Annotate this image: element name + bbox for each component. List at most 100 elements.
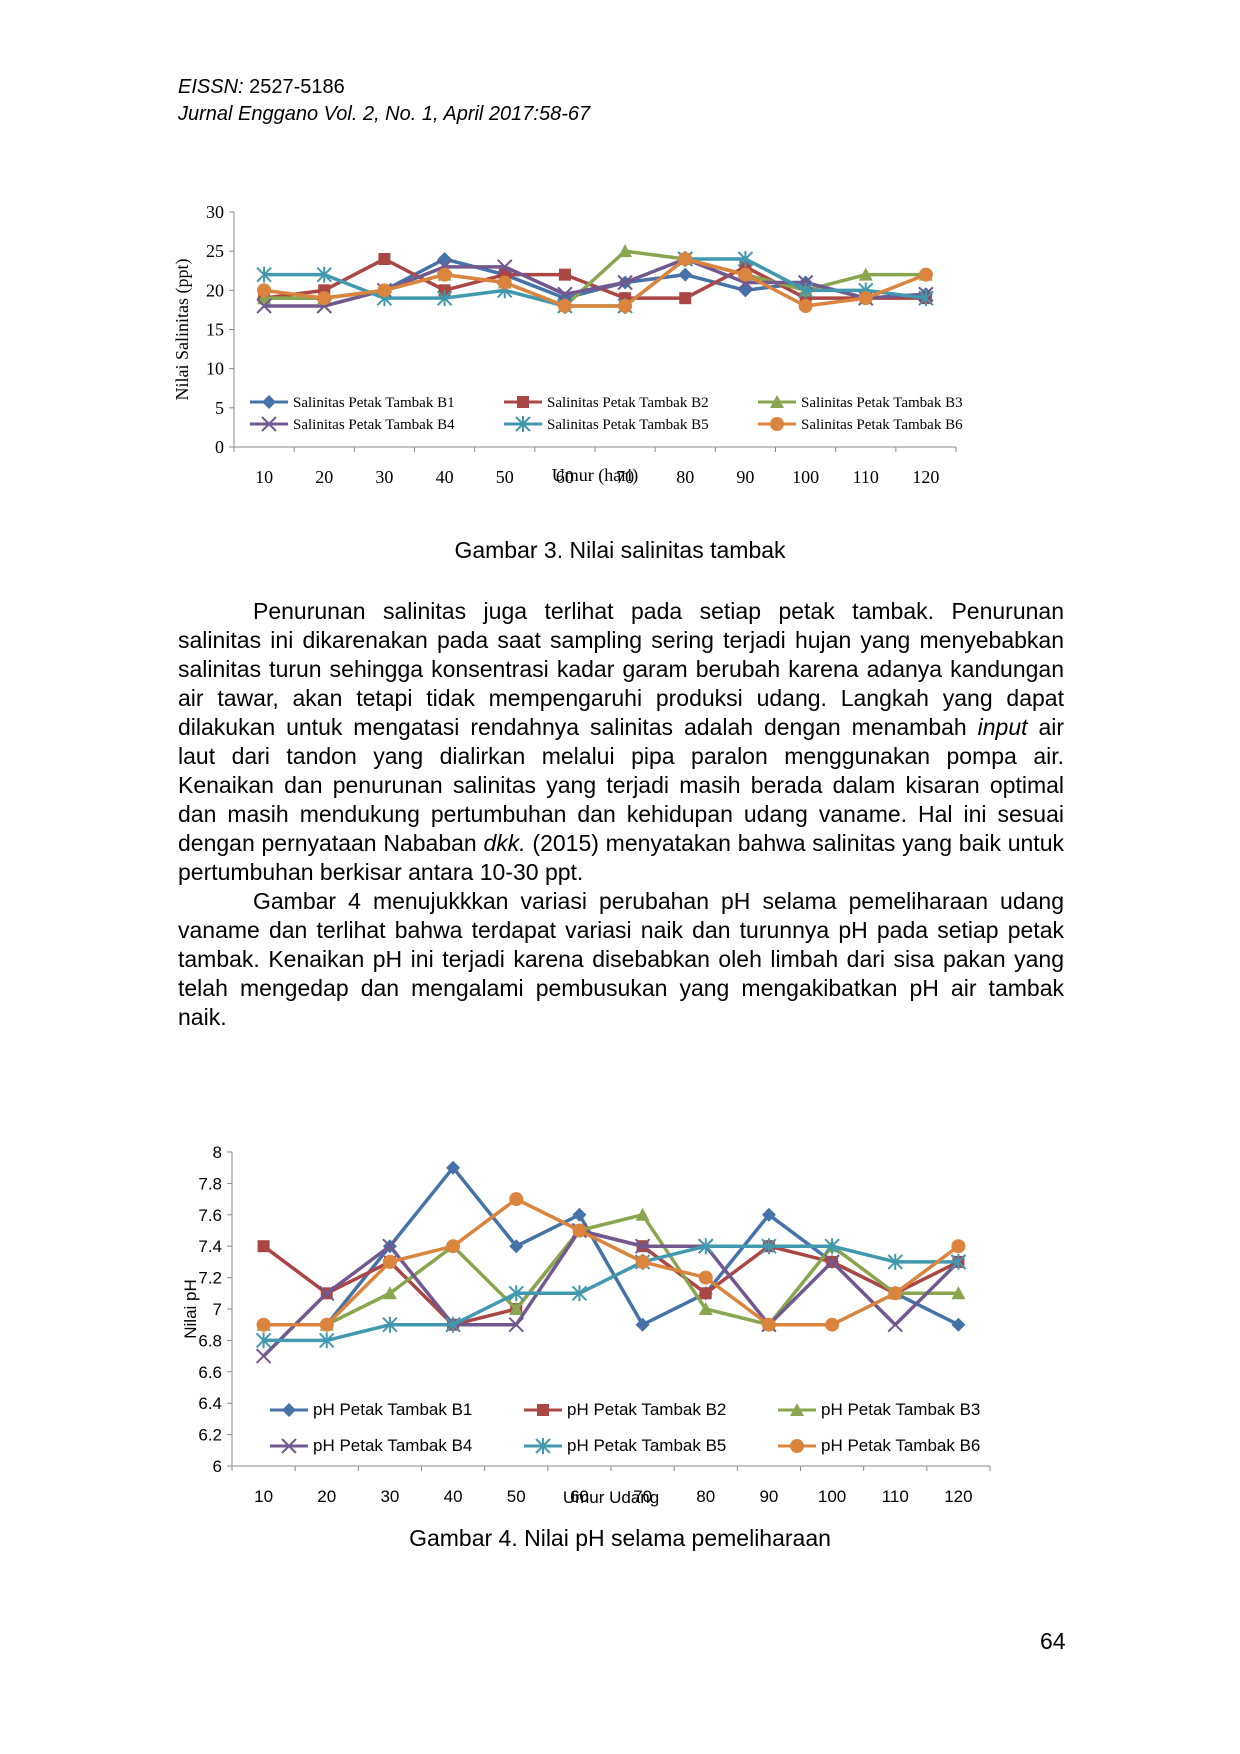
eissn-value: 2527-5186 bbox=[249, 76, 345, 98]
journal-header: EISSN: 2527-5186 Jurnal Enggano Vol. 2, … bbox=[178, 74, 590, 128]
x-tick-label: 70 bbox=[616, 467, 634, 487]
data-point bbox=[678, 252, 693, 266]
data-point bbox=[255, 1348, 272, 1364]
x-tick-label: 80 bbox=[676, 467, 694, 487]
legend-label: pH Petak Tambak B5 bbox=[567, 1436, 726, 1455]
y-axis-title: Nilai pH bbox=[181, 1279, 200, 1339]
p1-text-c: (2015) menyatakan bahwa salinitas yang b… bbox=[178, 830, 1064, 885]
data-point bbox=[699, 1287, 712, 1300]
series-line bbox=[263, 1197, 960, 1327]
legend-swatch-marker bbox=[261, 416, 277, 432]
legend-swatch-marker bbox=[517, 396, 529, 408]
data-point bbox=[634, 1238, 651, 1254]
data-point bbox=[888, 1286, 903, 1301]
data-point bbox=[382, 1286, 397, 1300]
x-tick-label: 100 bbox=[792, 467, 819, 487]
data-point bbox=[436, 290, 453, 307]
data-point bbox=[617, 274, 633, 291]
legend-label: Salinitas Petak Tambak B6 bbox=[801, 417, 963, 433]
y-tick-label: 30 bbox=[206, 202, 224, 222]
series-line bbox=[263, 1244, 959, 1343]
data-point bbox=[256, 1317, 271, 1332]
data-point bbox=[761, 1238, 777, 1255]
data-point bbox=[761, 1207, 776, 1222]
body-text: Penurunan salinitas juga terlihat pada s… bbox=[178, 597, 1064, 1032]
y-tick-label: 6.2 bbox=[198, 1426, 222, 1445]
legend-label: pH Petak Tambak B4 bbox=[313, 1436, 472, 1455]
x-tick-label: 40 bbox=[444, 1487, 463, 1506]
data-point bbox=[508, 1285, 524, 1302]
p1-text-a: Penurunan salinitas juga terlihat pada s… bbox=[178, 598, 1064, 740]
paragraph-1: Penurunan salinitas juga terlihat pada s… bbox=[178, 597, 1064, 887]
x-tick-label: 100 bbox=[818, 1487, 846, 1506]
x-tick-label: 70 bbox=[633, 1487, 652, 1506]
y-tick-label: 25 bbox=[206, 241, 224, 261]
x-tick-label: 90 bbox=[759, 1487, 778, 1506]
data-point bbox=[445, 1316, 461, 1333]
p2-text: Gambar 4 menujukkkan variasi perubahan p… bbox=[178, 888, 1064, 1030]
data-point bbox=[887, 1316, 903, 1333]
data-point bbox=[257, 1240, 270, 1253]
data-point bbox=[698, 1238, 714, 1255]
series-line bbox=[263, 257, 927, 308]
ph-chart: 6 6.2 6.4 6.6 6.8 7 7.2 7.4 7.6 7.8 8 10 20 30 40 50 60 7… bbox=[181, 1143, 991, 1507]
x-tick-label: 10 bbox=[255, 467, 273, 487]
y-tick-label: 20 bbox=[206, 280, 224, 300]
series-line bbox=[263, 257, 926, 300]
data-point bbox=[678, 267, 693, 282]
legend-swatch-marker bbox=[515, 416, 531, 432]
data-point bbox=[737, 251, 754, 267]
journal-citation: Jurnal Enggano Vol. 2, No. 1, April 2017… bbox=[178, 103, 591, 125]
legend-swatch-marker bbox=[790, 1439, 804, 1453]
p1-italic-input: input bbox=[977, 714, 1028, 740]
data-point bbox=[618, 299, 633, 313]
data-point bbox=[257, 291, 272, 305]
data-point bbox=[951, 1286, 966, 1300]
data-point bbox=[738, 267, 753, 282]
legend-label: pH Petak Tambak B1 bbox=[313, 1400, 472, 1419]
data-point bbox=[761, 1317, 776, 1332]
y-tick-label: 6 bbox=[213, 1457, 222, 1476]
y-tick-label: 7.6 bbox=[198, 1206, 222, 1225]
paragraph-2: Gambar 4 menujukkkan variasi perubahan p… bbox=[178, 887, 1064, 1032]
data-point bbox=[509, 1239, 524, 1254]
x-axis-title: Umur (hari) bbox=[552, 465, 638, 486]
data-point bbox=[824, 1238, 840, 1255]
x-tick-label: 10 bbox=[254, 1487, 273, 1506]
y-tick-label: 7.4 bbox=[198, 1237, 222, 1256]
x-tick-label: 30 bbox=[375, 467, 393, 487]
legend-label: pH Petak Tambak B3 bbox=[821, 1400, 980, 1419]
data-point bbox=[446, 1160, 461, 1175]
data-point bbox=[635, 1254, 650, 1269]
data-point bbox=[509, 1302, 524, 1315]
data-point bbox=[918, 267, 933, 282]
y-tick-label: 7.2 bbox=[198, 1269, 222, 1288]
data-point bbox=[572, 1223, 587, 1238]
y-tick-label: 7 bbox=[213, 1300, 222, 1319]
data-point bbox=[319, 1332, 335, 1349]
data-point bbox=[887, 1253, 903, 1270]
data-point bbox=[382, 1254, 397, 1269]
x-tick-label: 110 bbox=[882, 1487, 909, 1506]
data-point bbox=[824, 1254, 840, 1270]
data-point bbox=[508, 1316, 524, 1333]
legend-label: pH Petak Tambak B2 bbox=[567, 1400, 726, 1419]
p1-text-b: air laut dari tandon yang dialirkan mela… bbox=[178, 714, 1065, 856]
data-point bbox=[950, 1253, 967, 1270]
x-tick-label: 30 bbox=[380, 1487, 399, 1506]
p1-italic-dkk: dkk. bbox=[483, 830, 526, 856]
data-point bbox=[557, 299, 572, 313]
data-point bbox=[446, 1239, 461, 1254]
legend-swatch-marker bbox=[770, 417, 784, 431]
page-number: 64 bbox=[1040, 1628, 1066, 1654]
data-point bbox=[635, 1207, 650, 1221]
data-point bbox=[798, 299, 813, 313]
data-point bbox=[317, 291, 332, 306]
data-point bbox=[255, 1332, 272, 1349]
data-point bbox=[319, 1285, 335, 1302]
eissn-label: EISSN: bbox=[178, 76, 244, 98]
legend: Salinitas Petak Tambak B1 Salinitas Petak… bbox=[250, 395, 963, 433]
y-axis-title: Nilai Salinitas (ppt) bbox=[172, 259, 193, 401]
data-point bbox=[918, 290, 934, 307]
y-tick-label: 10 bbox=[206, 359, 224, 379]
